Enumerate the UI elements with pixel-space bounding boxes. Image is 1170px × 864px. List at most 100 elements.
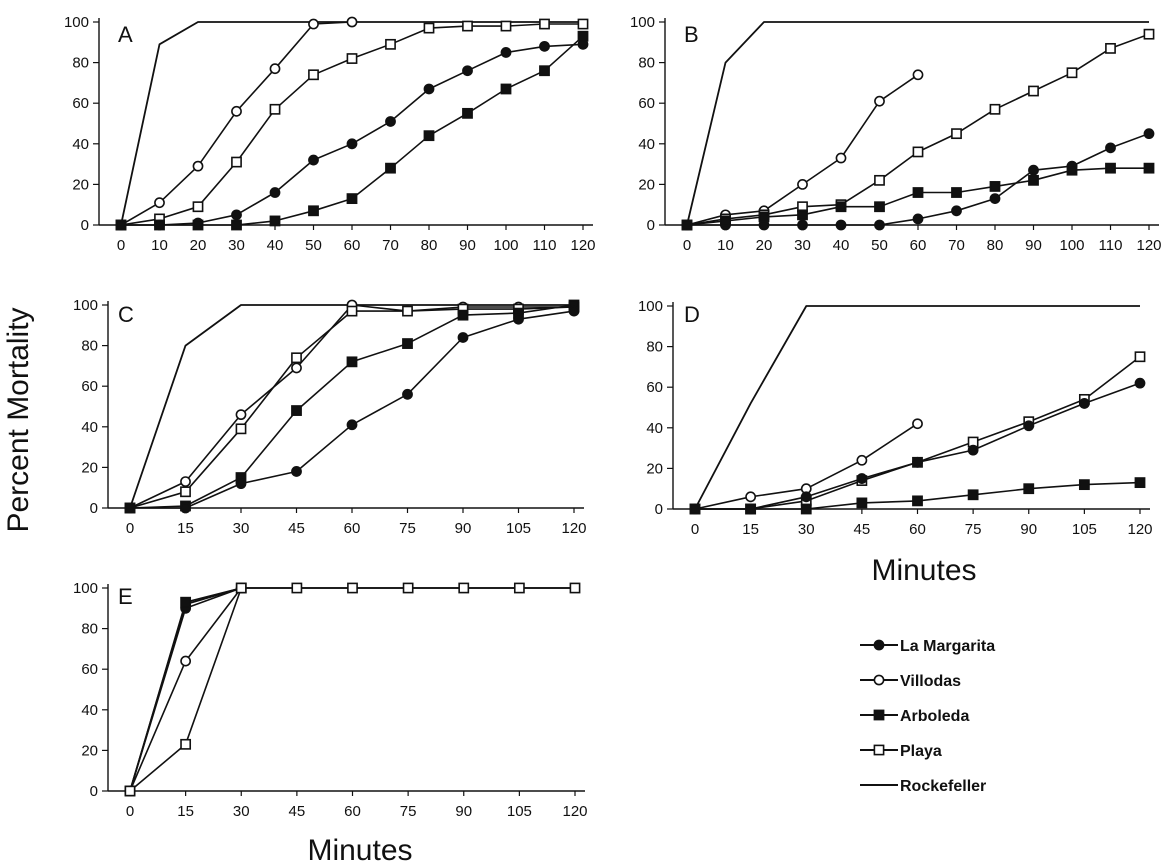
data-point [180,655,192,667]
x-tick-label: 10 [151,237,168,254]
data-point [856,497,868,509]
panel-b: 0 20 40 60 80 100 0 10 20 30 40 50 60 70 80 90 100 110 120… [630,14,1162,254]
x-tick-label: 120 [1136,237,1161,254]
data-point [1105,162,1116,174]
x-tick-label: 90 [455,803,472,820]
x-tick-label: 100 [1059,237,1084,254]
y-tick-label: 40 [638,136,655,153]
data-point [269,63,281,75]
data-point [346,138,358,150]
x-tick-label: 0 [126,803,134,820]
series-line-rockefeller [129,304,574,509]
data-point [462,107,473,119]
x-tick-label: 15 [177,520,194,537]
x-tick-label: 120 [562,803,587,820]
x-tick-label: 40 [267,237,284,254]
series-line-arboleda [129,587,242,792]
series-points-arboleda [115,30,589,231]
data-point [1078,398,1090,409]
x-tick-label: 60 [909,521,926,538]
data-point [1134,351,1146,363]
data-point [689,503,701,515]
data-point [457,309,469,321]
data-point [235,582,247,594]
data-point [797,178,808,190]
x-tick-label: 60 [344,520,361,537]
data-point [1028,85,1039,97]
data-point [513,582,525,594]
y-tick-label: 0 [647,217,655,234]
panel-a: 0 20 40 60 80 100 0 10 20 30 40 50 60 70 80 90 100 110 120… [64,14,596,254]
data-point [180,738,192,750]
data-point [235,409,247,421]
x-tick-label: 30 [798,521,815,538]
y-tick-label: 60 [81,661,98,678]
series-points-villodas [115,16,358,231]
y-tick-label: 40 [72,136,89,153]
data-point [745,491,757,503]
data-point [800,503,812,515]
series-points-arboleda [124,582,247,797]
x-tick-label: 30 [228,237,245,254]
data-point [235,478,247,490]
data-point [385,162,396,174]
panel-letter: C [118,302,134,327]
series-points-arboleda [124,299,580,514]
y-tick-label: 40 [646,420,663,437]
y-tick-label: 100 [64,14,89,31]
series-points-playa [124,582,581,797]
data-point [180,476,191,488]
series-line-la-margarita [695,382,1141,510]
legend-label: Arboleda [900,708,969,725]
data-point [402,582,414,594]
x-tick-label: 0 [126,520,134,537]
data-point [835,219,847,231]
data-point [758,211,770,223]
legend-item: Villodas [860,673,961,690]
data-point [912,187,924,198]
legend-marker [873,744,885,756]
x-tick-label: 20 [190,237,207,254]
data-point [291,466,302,477]
x-tick-label: 0 [117,237,125,254]
data-point [745,503,757,515]
y-tick-label: 100 [638,298,663,315]
data-point [231,209,242,221]
x-tick-label: 105 [506,520,531,537]
legend-label: Rockefeller [900,778,986,795]
x-tick-label: 30 [233,520,250,537]
data-point [269,215,281,227]
x-tick-label: 30 [794,237,811,254]
data-point [1066,67,1078,79]
series-points-playa [681,28,1155,231]
y-tick-label: 20 [72,176,89,193]
data-point [346,419,358,431]
x-tick-label: 105 [1072,521,1097,538]
data-point [500,83,512,95]
data-point [1028,174,1039,186]
data-point [874,219,885,231]
legend-item: La Margarita [860,638,995,655]
data-point [1023,483,1035,495]
x-tick-label: 120 [561,520,586,537]
panel-c: 0 20 40 60 80 100 0 15 30 45 60 75 90 105 120 C [73,297,587,537]
x-tick-label: 105 [507,803,532,820]
series-points-la-margarita [124,305,580,514]
data-point [402,338,413,349]
y-tick-label: 0 [90,500,98,517]
data-point [1134,377,1146,389]
x-tick-label: 90 [1025,237,1042,254]
data-point [720,215,731,227]
series-line-villodas [129,587,242,792]
x-tick-label: 45 [854,521,871,538]
data-point [1078,479,1090,491]
x-tick-label: 40 [833,237,850,254]
y-tick-label: 80 [81,338,98,355]
data-point [1143,162,1155,174]
data-point [291,582,303,594]
data-point [180,596,192,608]
data-point [346,193,358,205]
legend-item: Arboleda [860,708,969,725]
data-point [115,219,127,231]
